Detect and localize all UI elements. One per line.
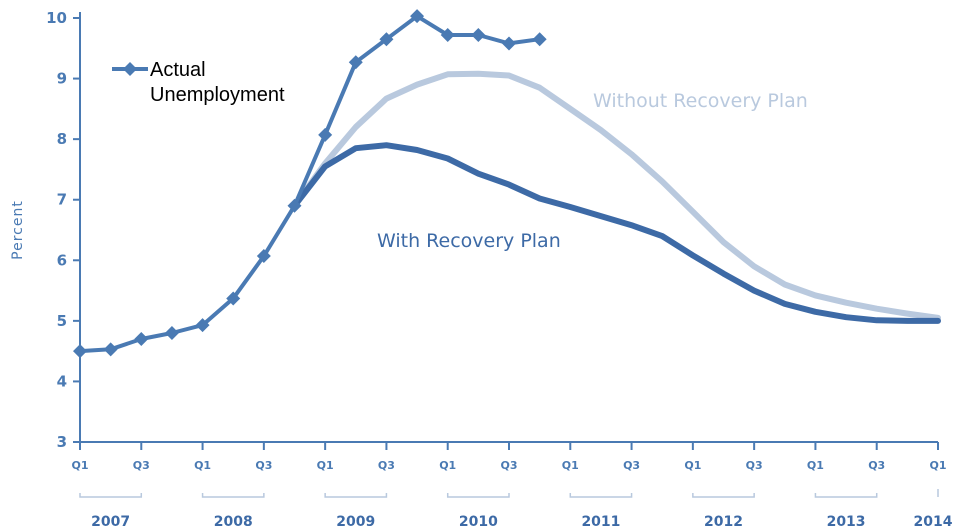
year-bracket: [569, 493, 633, 498]
year-label: 2014: [914, 514, 953, 530]
actual-point: [348, 55, 363, 70]
y-tick-label: 6: [57, 251, 67, 269]
y-tick-label: 9: [57, 70, 67, 88]
y-tick-label: 7: [57, 191, 67, 209]
actual-point: [134, 332, 149, 347]
annotation-with-recovery-plan: With Recovery Plan: [377, 230, 561, 252]
year-label: 2012: [704, 514, 743, 530]
x-tick-label: Q3: [746, 459, 763, 472]
x-tick-label: Q1: [562, 459, 579, 472]
series-layer: [73, 9, 941, 359]
x-tick-label: Q3: [255, 459, 272, 472]
x-tick-label: Q3: [500, 459, 517, 472]
year-bracket: [814, 493, 878, 498]
actual-point: [256, 249, 271, 264]
legend-label-line1: Actual: [150, 59, 206, 81]
x-tick-label: Q1: [194, 459, 211, 472]
year-bracket: [446, 493, 510, 498]
legend-label-line2: Unemployment: [150, 84, 285, 106]
year-label: 2008: [214, 514, 253, 530]
actual-point: [471, 27, 486, 42]
actual-point: [226, 291, 241, 306]
actual-point: [440, 27, 455, 42]
actual-point: [73, 344, 87, 359]
year-bracket: [79, 493, 143, 498]
actual-point: [410, 9, 425, 24]
year-label: 2013: [827, 514, 866, 530]
x-tick-label: Q1: [807, 459, 824, 472]
x-tick-label: Q1: [439, 459, 456, 472]
x-tick-label: Q3: [868, 459, 885, 472]
y-tick-label: 4: [57, 372, 67, 390]
y-tick-label: 5: [57, 312, 67, 330]
year-label: 2009: [336, 514, 375, 530]
x-tick-label: Q3: [133, 459, 150, 472]
actual-point: [532, 32, 547, 47]
x-tick-label: Q3: [378, 459, 395, 472]
actual-point: [318, 127, 333, 142]
year-bracket: [201, 493, 265, 498]
axes: 3 4 5 6 7 8 9 10 Q1 Q3 Q1 Q3 Q1 Q3 Q1 Q3 Q1 Q3 Q1 Q3 Q1 Q3 Q1 2…: [46, 9, 953, 530]
y-tick-label: 8: [57, 130, 67, 148]
x-tick-label: Q1: [317, 459, 334, 472]
x-tick-label: Q1: [929, 459, 946, 472]
actual-point: [287, 198, 302, 213]
year-label: 2011: [581, 514, 620, 530]
y-tick-label: 3: [57, 433, 67, 451]
x-tick-label: Q3: [623, 459, 640, 472]
actual-point: [103, 342, 118, 357]
legend: Actual Unemployment: [112, 59, 285, 106]
series-line-without-recovery-plan: [291, 70, 941, 321]
legend-marker: [123, 62, 137, 76]
series-line-with-recovery-plan: [291, 142, 941, 324]
year-bracket: [324, 493, 388, 498]
year-label: 2010: [459, 514, 498, 530]
actual-point: [195, 318, 210, 333]
annotation-without-recovery-plan: Without Recovery Plan: [593, 90, 808, 112]
y-tick-label: 10: [46, 9, 67, 27]
year-label: 2007: [91, 514, 130, 530]
actual-point: [502, 36, 516, 51]
year-bracket: [692, 493, 755, 498]
x-tick-label: Q1: [71, 459, 88, 472]
x-tick-label: Q1: [684, 459, 701, 472]
y-axis-label: Percent: [10, 200, 26, 260]
actual-point: [379, 32, 394, 47]
actual-point: [164, 325, 179, 340]
series-line-actual-unemployment: [78, 14, 542, 354]
